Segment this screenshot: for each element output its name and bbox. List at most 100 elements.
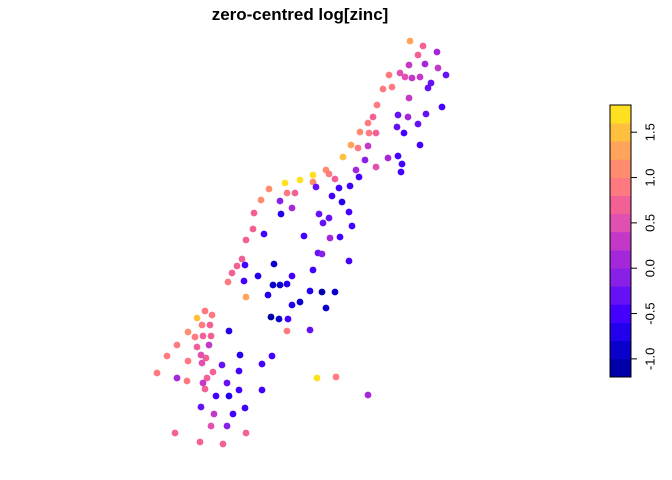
data-point: [419, 42, 427, 50]
data-point: [405, 61, 413, 69]
data-point: [201, 385, 209, 393]
data-point: [288, 301, 296, 309]
data-point: [356, 128, 364, 136]
color-scale-band: [610, 141, 631, 160]
data-point: [212, 392, 220, 400]
data-point: [372, 129, 380, 137]
data-point: [193, 314, 201, 322]
data-point: [313, 374, 321, 382]
data-point: [346, 182, 354, 190]
data-point: [385, 71, 393, 79]
color-scale-tick-label: 1.5: [642, 123, 657, 141]
data-point: [225, 327, 233, 335]
data-point: [291, 189, 299, 197]
data-point: [288, 272, 296, 280]
data-point: [254, 272, 262, 280]
data-point: [288, 204, 296, 212]
data-point: [414, 51, 422, 59]
data-point: [206, 321, 214, 329]
data-point: [219, 440, 227, 448]
data-point: [207, 422, 215, 430]
data-point: [404, 113, 412, 121]
data-point: [365, 129, 373, 137]
color-scale-band: [610, 105, 631, 124]
data-point: [335, 184, 343, 192]
data-point: [173, 341, 181, 349]
data-point: [264, 291, 272, 299]
data-point: [427, 79, 435, 87]
data-point: [328, 192, 336, 200]
color-scale-tick-label: 0.5: [642, 214, 657, 232]
data-point: [345, 208, 353, 216]
data-point: [325, 170, 333, 178]
data-point: [318, 250, 326, 258]
color-scale-band: [610, 195, 631, 215]
data-point: [184, 328, 192, 336]
data-point: [388, 83, 396, 91]
data-point: [224, 278, 232, 286]
data-point: [250, 209, 258, 217]
data-point: [270, 260, 278, 268]
color-scale-band: [610, 322, 631, 342]
data-point: [223, 379, 231, 387]
data-point: [336, 233, 344, 241]
data-point: [296, 298, 304, 306]
color-scale-legend: -1.0 -0.5 0.0 0.5 1.0 1.5: [609, 104, 657, 378]
data-point: [338, 198, 346, 206]
data-point: [414, 120, 422, 128]
data-point: [283, 280, 291, 288]
data-point: [208, 311, 216, 319]
data-point: [339, 153, 347, 161]
color-scale-band: [610, 159, 631, 178]
data-point: [397, 168, 405, 176]
data-point: [364, 142, 372, 150]
data-point: [207, 332, 215, 340]
data-point: [373, 101, 381, 109]
data-point: [326, 234, 334, 242]
data-point: [197, 351, 205, 359]
color-scale-band: [610, 304, 631, 323]
data-point: [416, 73, 424, 81]
data-point: [309, 178, 317, 186]
data-point: [205, 341, 213, 349]
color-scale-tick-label: -0.5: [642, 302, 657, 324]
data-point: [257, 196, 265, 204]
data-point: [241, 404, 249, 412]
color-scale-tick-label: 0.0: [642, 259, 657, 277]
data-point: [260, 230, 268, 238]
data-point: [229, 410, 237, 418]
data-point: [193, 343, 201, 351]
data-point: [384, 154, 392, 162]
color-scale-tick-label: 1.0: [642, 168, 657, 186]
data-point: [228, 269, 236, 277]
data-point: [394, 152, 402, 160]
data-point: [422, 110, 430, 118]
data-point: [369, 113, 377, 121]
data-point: [306, 287, 314, 295]
data-point: [209, 368, 217, 376]
data-point: [352, 166, 360, 174]
data-point: [235, 367, 243, 375]
data-point: [238, 255, 246, 263]
data-point: [171, 429, 179, 437]
color-scale-band: [610, 177, 631, 196]
scatter-points: [153, 37, 450, 448]
data-point: [191, 333, 199, 341]
data-point: [442, 71, 450, 79]
data-point: [309, 266, 317, 274]
data-point: [361, 156, 369, 164]
data-point: [396, 69, 404, 77]
color-scale-band: [610, 358, 631, 378]
data-point: [202, 354, 210, 362]
data-point: [163, 352, 171, 360]
data-point: [268, 352, 276, 360]
data-point: [372, 163, 380, 171]
data-point: [258, 386, 266, 394]
data-point: [223, 422, 231, 430]
data-point: [198, 321, 206, 329]
color-scale-band: [610, 250, 631, 269]
data-point: [347, 141, 355, 149]
data-point: [355, 173, 363, 181]
data-point: [331, 175, 339, 183]
data-point: [312, 183, 320, 191]
